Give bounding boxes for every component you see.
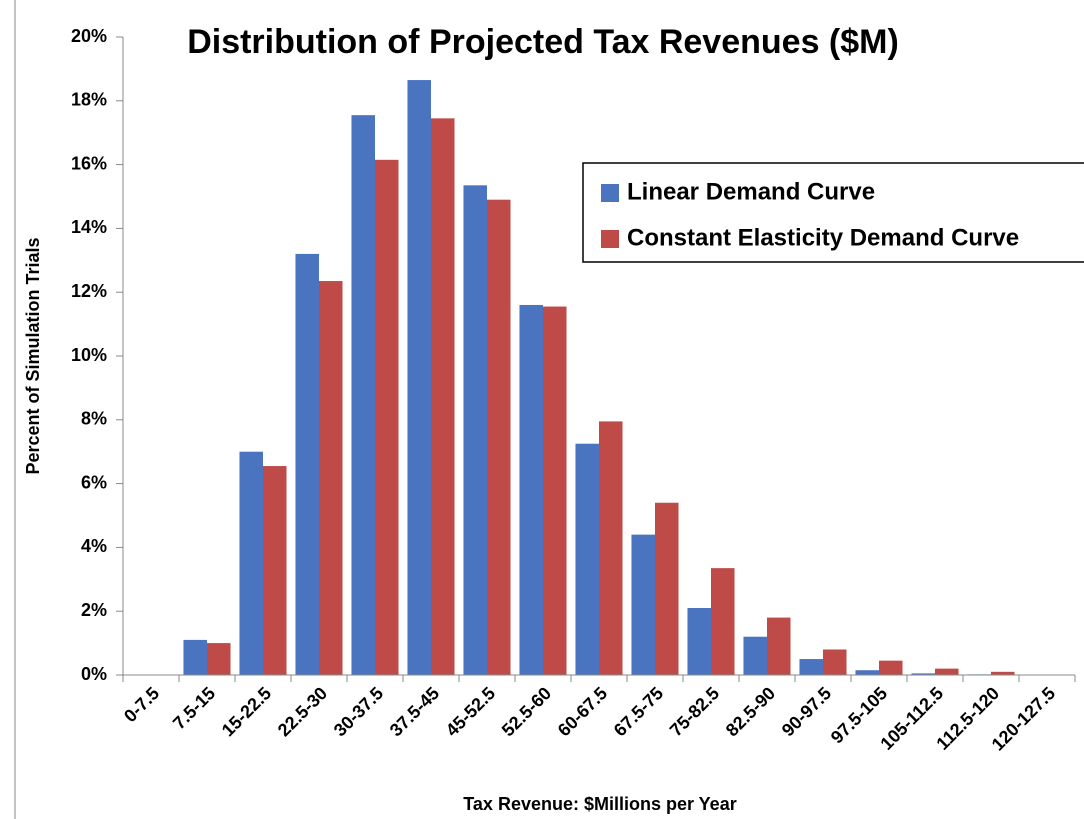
y-tick-label: 4% bbox=[81, 536, 107, 556]
x-tick-label: 45-52.5 bbox=[442, 683, 499, 740]
x-tick-label: 0-7.5 bbox=[120, 683, 163, 726]
bar bbox=[879, 660, 903, 675]
x-tick-label: 30-37.5 bbox=[330, 683, 387, 740]
y-axis-label: Percent of Simulation Trials bbox=[23, 237, 43, 474]
bar bbox=[687, 608, 711, 675]
y-tick-label: 20% bbox=[71, 26, 107, 46]
legend-swatch bbox=[601, 184, 619, 202]
bar bbox=[407, 80, 431, 675]
bar bbox=[295, 253, 319, 676]
bar bbox=[575, 443, 599, 675]
bar bbox=[431, 118, 455, 676]
bar bbox=[599, 421, 623, 675]
bar bbox=[743, 636, 767, 675]
legend-swatch bbox=[601, 230, 619, 248]
bar bbox=[543, 306, 567, 675]
y-tick-label: 8% bbox=[81, 409, 107, 429]
bar bbox=[631, 534, 655, 675]
legend-box bbox=[582, 162, 1084, 263]
bar bbox=[183, 639, 207, 675]
x-tick-label: 75-82.5 bbox=[666, 683, 723, 740]
y-tick-label: 2% bbox=[81, 600, 107, 620]
bar bbox=[823, 649, 847, 675]
bar bbox=[799, 659, 823, 675]
y-tick-label: 12% bbox=[71, 281, 107, 301]
bar bbox=[655, 502, 679, 675]
x-tick-label: 67.5-75 bbox=[610, 683, 667, 740]
bar bbox=[519, 304, 543, 675]
bar bbox=[351, 115, 375, 675]
x-tick-label: 7.5-15 bbox=[169, 683, 219, 733]
bar bbox=[239, 451, 263, 675]
bar bbox=[375, 159, 399, 675]
bar bbox=[263, 466, 287, 675]
x-tick-label: 82.5-90 bbox=[722, 683, 779, 740]
bar bbox=[767, 617, 791, 675]
x-tick-label: 15-22.5 bbox=[218, 683, 275, 740]
legend-label: Linear Demand Curve bbox=[627, 178, 875, 205]
y-tick-label: 18% bbox=[71, 90, 107, 110]
y-tick-label: 14% bbox=[71, 217, 107, 237]
legend-label: Constant Elasticity Demand Curve bbox=[627, 224, 1019, 251]
x-axis-label: Tax Revenue: $Millions per Year bbox=[463, 794, 736, 814]
x-tick-label: 22.5-30 bbox=[274, 683, 331, 740]
x-tick-label: 37.5-45 bbox=[386, 683, 443, 740]
bar bbox=[855, 670, 879, 675]
bar bbox=[319, 281, 343, 675]
y-tick-label: 0% bbox=[81, 664, 107, 684]
x-tick-label: 52.5-60 bbox=[498, 683, 555, 740]
bar bbox=[991, 671, 1015, 675]
y-tick-label: 16% bbox=[71, 153, 107, 173]
chart-title: Distribution of Projected Tax Revenues (… bbox=[187, 23, 899, 61]
bar bbox=[487, 199, 511, 675]
bar bbox=[911, 673, 935, 675]
x-tick-label: 60-67.5 bbox=[554, 683, 611, 740]
bar bbox=[463, 185, 487, 675]
bar bbox=[711, 568, 735, 675]
y-tick-label: 10% bbox=[71, 345, 107, 365]
bar bbox=[935, 668, 959, 675]
bar bbox=[207, 643, 231, 675]
y-tick-label: 6% bbox=[81, 472, 107, 492]
x-tick-label: 90-97.5 bbox=[778, 683, 835, 740]
